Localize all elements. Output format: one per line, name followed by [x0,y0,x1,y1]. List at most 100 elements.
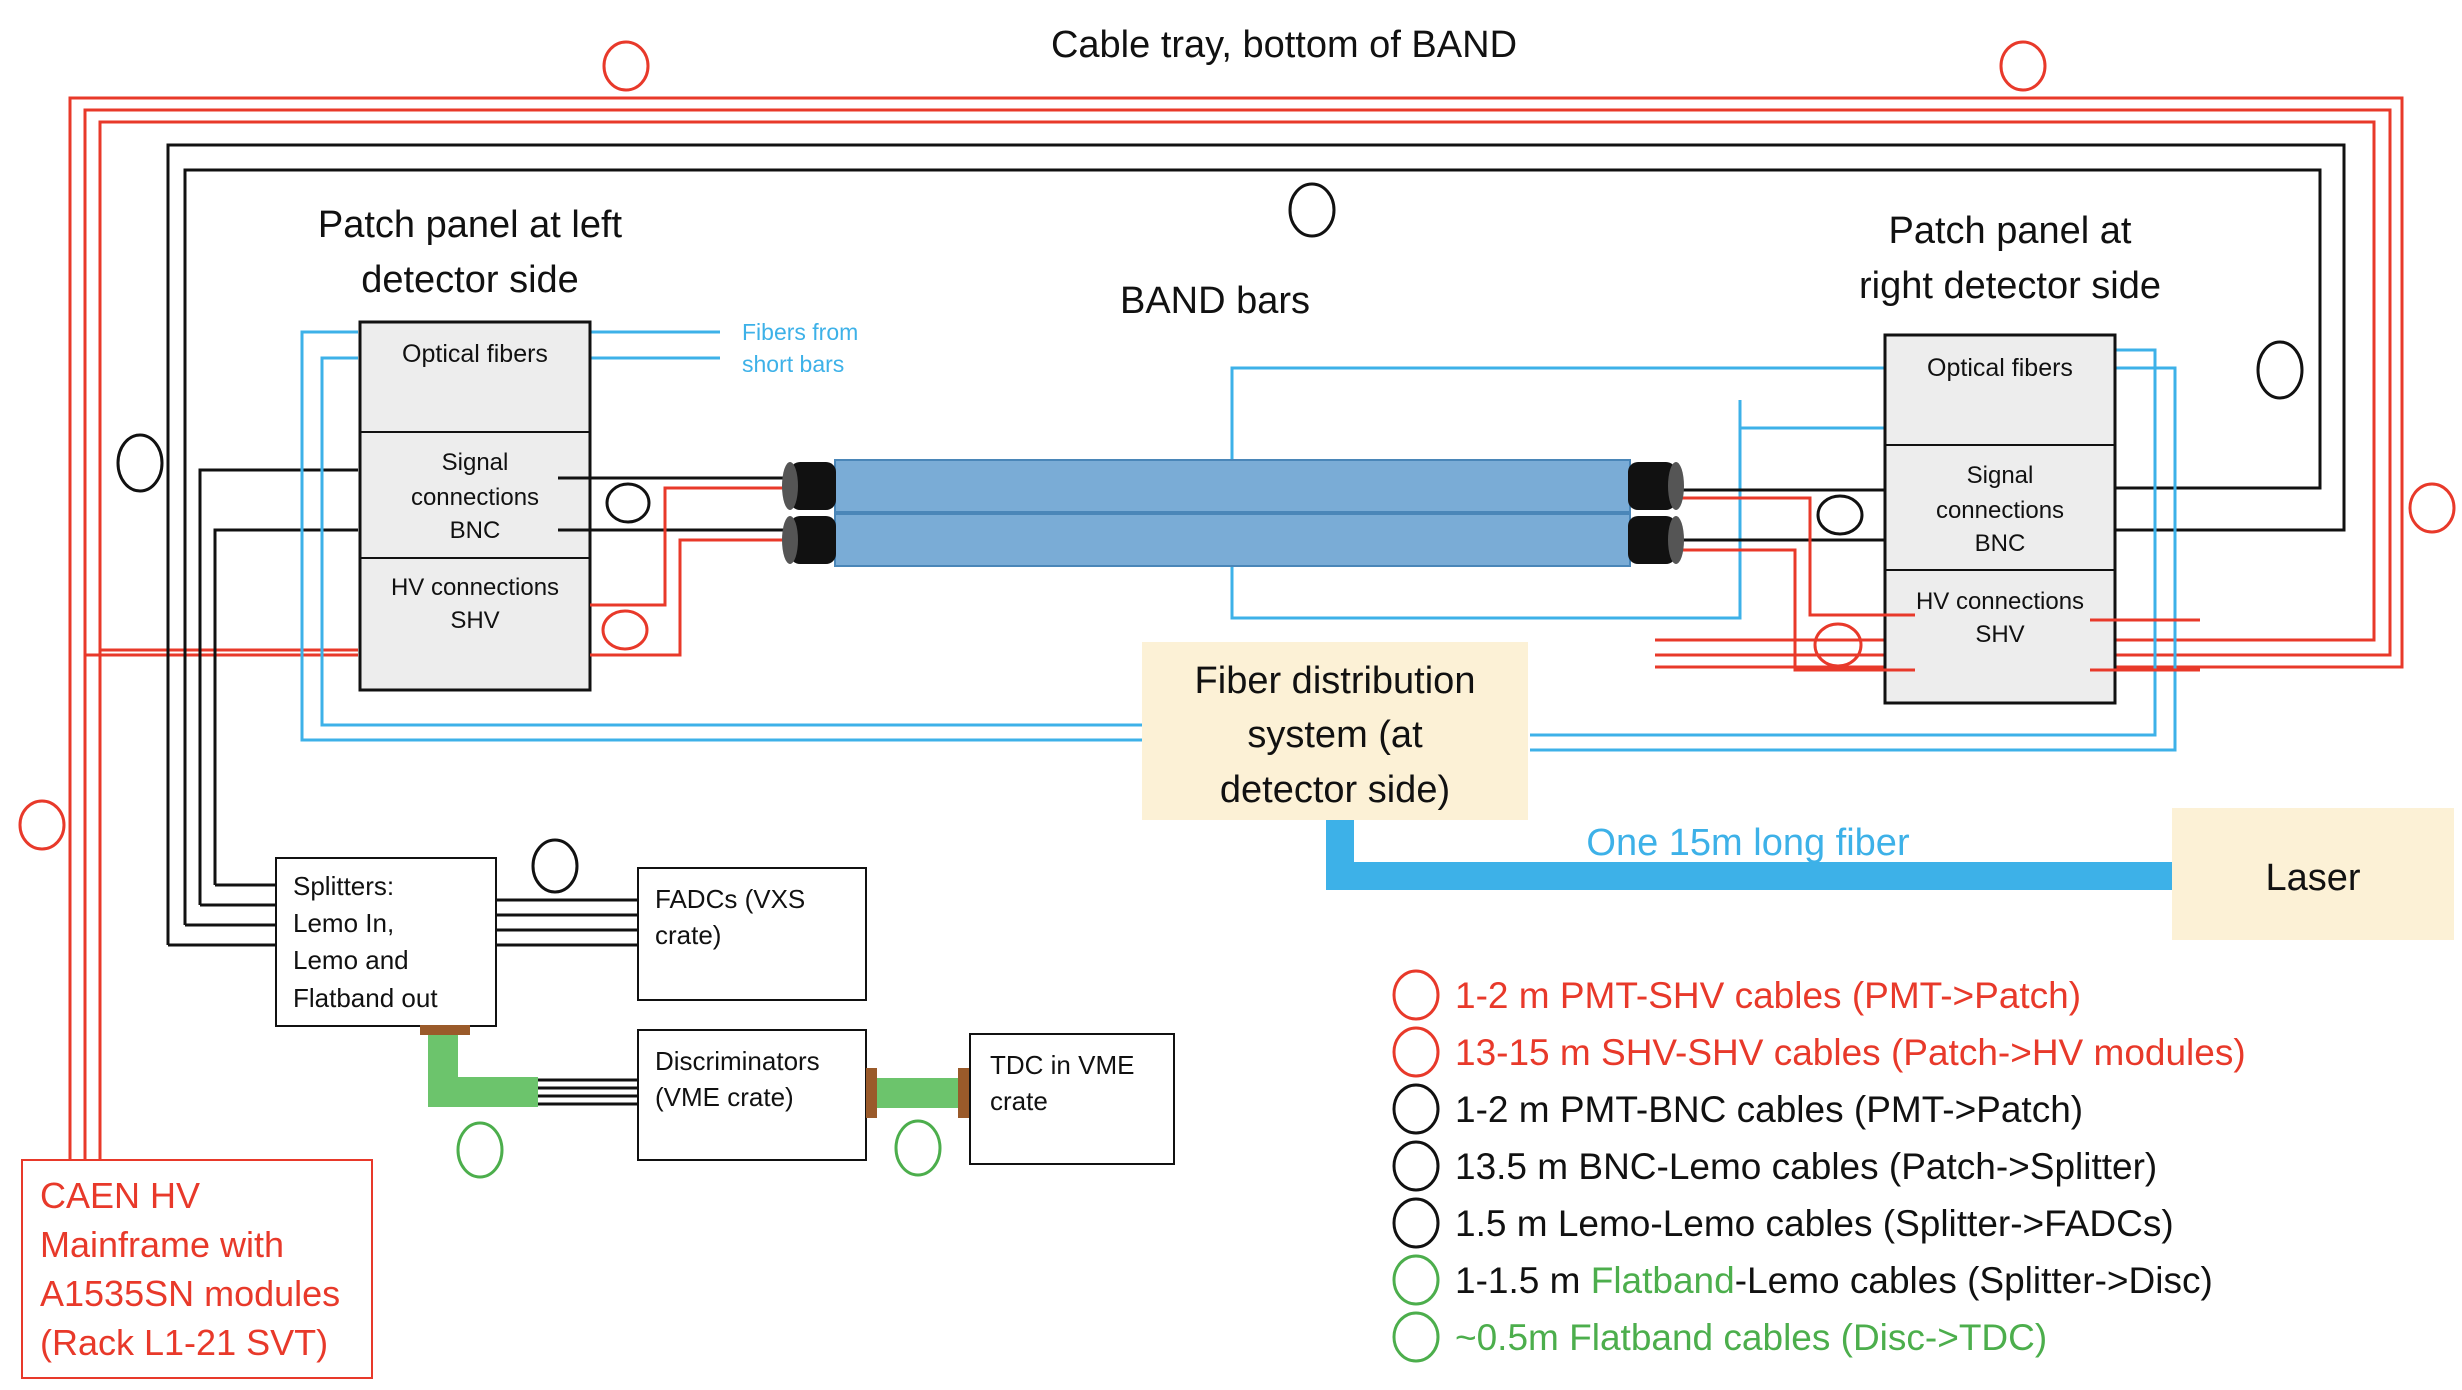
tdc-connector [958,1068,969,1118]
flatband-lemo-wires [538,1078,638,1106]
fiber-dist-line-2: system (at [1247,714,1423,756]
legend-entry-part: 13.5 m BNC-Lemo cables (Patch->Splitter) [1455,1146,2157,1187]
legend-entry-part: 1-2 m PMT-SHV cables (PMT->Patch) [1455,975,2081,1016]
lemo-cables [496,898,638,947]
black-loop-marker [1288,182,1336,238]
laser-box [2172,808,2454,940]
red-tray-loops [68,96,2404,1160]
band-bars-label: BAND bars [1120,280,1310,322]
legend-marker-green [1392,1254,1440,1306]
long-fiber-label: One 15m long fiber [1586,822,1910,864]
laser-label: Laser [2265,857,2360,899]
legend-marker-red [1392,969,1440,1021]
legend-entry-part: Flatband [1591,1260,1735,1301]
red-loop-marker [602,40,650,92]
black-short-marker [1816,494,1864,536]
flatband-cable [428,1028,538,1107]
right-panel-heading-1: Patch panel at [1889,210,2132,252]
black-loop-marker [2256,340,2304,400]
legend-entry-part: 13-15 m SHV-SHV cables (Patch->HV module… [1455,1032,2246,1073]
left-hv-label-1: HV connections [391,574,559,601]
disc-line-1: Discriminators [655,1046,820,1076]
band-bars [782,459,1684,567]
legend-marker-black [1392,1083,1440,1135]
red-loop-marker [2408,482,2456,534]
disc-line-2: (VME crate) [655,1082,794,1112]
black-lemo-marker [531,838,579,894]
fiber-dist-line-3: detector side) [1220,769,1450,811]
fadcs-line-1: FADCs (VXS [655,884,805,914]
legend-entry: 1-2 m PMT-SHV cables (PMT->Patch) [1455,975,2081,1016]
caen-line-2: Mainframe with [40,1224,284,1265]
tdc-line-2: crate [990,1086,1048,1116]
legend-entry: 13-15 m SHV-SHV cables (Patch->HV module… [1455,1032,2246,1073]
caen-hv-box [21,1159,373,1379]
splitters-line-4: Flatband out [293,983,438,1013]
pmt-bnc-cables [558,476,1885,542]
splitters-box [275,857,497,1027]
fibers-label-1: Fibers from [742,319,858,345]
right-hv-label-1: HV connections [1916,588,2084,615]
caen-line-1: CAEN HV [40,1175,200,1216]
fiber-dist-line-1: Fiber distribution [1195,660,1476,702]
splitters-line-3: Lemo and [293,945,409,975]
tdc-line-1: TDC in VME [990,1050,1134,1080]
right-signal-label-1: Signal [1967,462,2034,489]
legend-marker-black [1392,1197,1440,1249]
splitters-line-1: Splitters: [293,871,394,901]
caen-line-4: (Rack L1-21 SVT) [40,1322,328,1363]
legend-entry-part: 1.5 m Lemo-Lemo cables (Splitter->FADCs) [1455,1203,2174,1244]
red-short-marker [601,609,649,651]
flatband-disc-tdc [870,1078,960,1108]
legend-marker-black [1392,1140,1440,1192]
right-signal-label-2: connections [1936,497,2064,524]
green-flatband-marker [894,1119,942,1177]
cable-legend: 1-2 m PMT-SHV cables (PMT->Patch) 13-15 m… [1392,969,2246,1363]
splitters-line-2: Lemo In, [293,908,394,938]
left-signal-label-1: Signal [442,449,509,476]
green-flatband-marker [456,1121,504,1179]
diagram-title: Cable tray, bottom of BAND [1051,24,1517,66]
left-optical-label: Optical fibers [402,340,548,368]
legend-marker-green [1392,1311,1440,1363]
right-optical-label: Optical fibers [1927,354,2073,382]
right-panel-heading-2: right detector side [1859,265,2161,307]
left-patch-panel: Optical fibers Signal connections BNC HV… [358,320,592,692]
black-short-marker [605,482,651,524]
discriminators-box [637,1029,867,1161]
disc-connector [866,1068,877,1118]
long-fiber [1326,820,2172,890]
flatband-connector [420,1025,470,1035]
caen-line-3: A1535SN modules [40,1273,340,1314]
left-panel-heading-2: detector side [361,259,579,301]
legend-entry-part: 1-2 m PMT-BNC cables (PMT->Patch) [1455,1089,2083,1130]
left-hv-label-2: SHV [450,607,499,634]
legend-marker-red [1392,1026,1440,1078]
optical-fiber-lines [300,330,2177,752]
red-short-marker [1813,622,1863,668]
left-signal-label-3: BNC [450,517,501,544]
right-signal-label-3: BNC [1975,530,2026,557]
black-cable-loops [166,143,2346,947]
right-hv-label-2: SHV [1975,621,2024,648]
tdc-box [969,1033,1175,1165]
legend-entry-part: 1-1.5 m [1455,1260,1591,1301]
left-signal-label-2: connections [411,484,539,511]
fibers-label-2: short bars [742,351,844,377]
legend-entry-part: ~0.5m Flatband cables (Disc->TDC) [1455,1317,2047,1358]
legend-entry: 13.5 m BNC-Lemo cables (Patch->Splitter) [1455,1146,2157,1187]
fiber-distribution-box [1142,642,1528,820]
fadcs-box [637,867,867,1001]
fadcs-line-2: crate) [655,920,721,950]
left-panel-heading-1: Patch panel at left [318,204,623,246]
red-loop-marker [18,799,66,851]
right-patch-panel: Optical fibers Signal connections BNC HV… [1883,333,2117,705]
legend-entry: 1-2 m PMT-BNC cables (PMT->Patch) [1455,1089,2083,1130]
red-loop-marker [1999,40,2047,92]
legend-entry-part: -Lemo cables (Splitter->Disc) [1735,1260,2213,1301]
legend-entry: ~0.5m Flatband cables (Disc->TDC) [1455,1317,2047,1358]
legend-entry: 1.5 m Lemo-Lemo cables (Splitter->FADCs) [1455,1203,2174,1244]
black-loop-marker [116,433,164,493]
pmt-shv-cables [590,486,2200,672]
